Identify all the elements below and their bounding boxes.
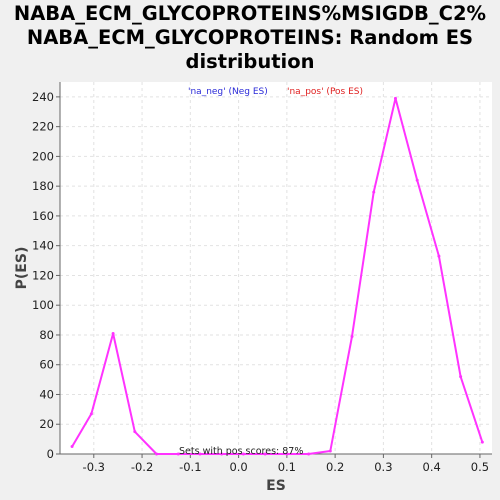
y-tick-label: 220 <box>32 120 54 134</box>
data-point <box>198 452 202 456</box>
x-tick-label: -0.2 <box>131 460 153 474</box>
data-point <box>241 452 245 456</box>
x-tick-label: 0.0 <box>229 460 247 474</box>
data-point <box>393 96 397 100</box>
plot-area <box>60 82 492 454</box>
data-point <box>307 452 311 456</box>
x-tick-label: -0.3 <box>83 460 105 474</box>
data-point <box>459 375 463 379</box>
data-point <box>328 449 332 453</box>
chart-title: NABA_ECM_GLYCOPROTEINS%MSIGDB_C2% NABA_E… <box>0 2 500 74</box>
es-distribution-line <box>71 97 484 455</box>
data-point <box>155 452 159 456</box>
y-tick-label: 0 <box>47 447 54 461</box>
x-tick-label: 0.1 <box>278 460 296 474</box>
x-tick-label: 0.5 <box>471 460 489 474</box>
chart-title-line-3: distribution <box>185 50 315 73</box>
x-tick-labels: -0.3 -0.2 -0.1 0.0 0.1 0.2 0.3 0.4 0.5 <box>83 460 490 474</box>
y-tick-labels: 0 20 40 60 80 100 120 140 160 180 200 220 240 <box>32 90 54 461</box>
data-point <box>89 412 93 416</box>
series-group <box>70 96 484 456</box>
data-point <box>372 190 376 194</box>
data-point <box>111 331 115 335</box>
x-axis-label: ES <box>266 478 286 494</box>
y-tick-label: 140 <box>32 239 54 253</box>
y-tick-label: 20 <box>39 417 54 431</box>
pos-scores-annotation: Sets with pos scores: 87% <box>179 446 303 457</box>
y-tick-label: 180 <box>32 179 54 193</box>
data-point <box>415 178 419 182</box>
data-point <box>437 254 441 258</box>
x-tick-label: -0.1 <box>179 460 201 474</box>
legend-neg: 'na_neg' (Neg ES) <box>188 87 268 97</box>
data-point <box>220 452 224 456</box>
x-tick-label: 0.2 <box>326 460 344 474</box>
data-point <box>480 440 484 444</box>
chart-title-line-1: NABA_ECM_GLYCOPROTEINS%MSIGDB_C2% <box>13 2 487 25</box>
y-tick-label: 240 <box>32 90 54 104</box>
data-point <box>263 452 267 456</box>
y-tick-label: 120 <box>32 268 54 282</box>
chart-title-line-2: NABA_ECM_GLYCOPROTEINS: Random ES <box>26 26 474 49</box>
y-tick-label: 200 <box>32 149 54 163</box>
data-point <box>350 334 354 338</box>
x-tick-label: 0.3 <box>374 460 392 474</box>
y-tick-label: 60 <box>39 358 54 372</box>
x-tick-label: 0.4 <box>423 460 441 474</box>
y-tick-label: 160 <box>32 209 54 223</box>
legend-pos: 'na_pos' (Pos ES) <box>287 87 363 97</box>
y-tick-label: 80 <box>39 328 54 342</box>
data-point <box>176 452 180 456</box>
data-point <box>285 452 289 456</box>
y-tick-label: 100 <box>32 298 54 312</box>
data-point <box>70 445 74 449</box>
y-axis-label: P(ES) <box>14 247 30 290</box>
y-tick-label: 40 <box>39 387 54 401</box>
data-point <box>133 430 137 434</box>
